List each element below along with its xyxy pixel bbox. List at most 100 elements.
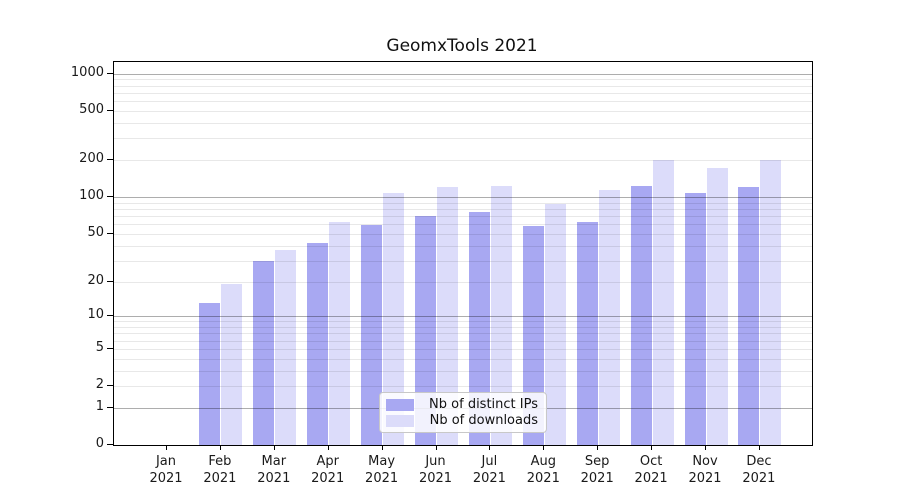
gridline-minor xyxy=(114,101,812,103)
bar-downloads-feb xyxy=(221,284,243,446)
x-tick-label-may: May 2021 xyxy=(350,453,414,487)
x-tick-mark xyxy=(166,445,167,451)
bar-distinct-ips-jul xyxy=(468,212,490,446)
bar-distinct-ips-dec xyxy=(738,187,760,446)
gridline-major xyxy=(114,73,812,75)
bar-distinct-ips-feb xyxy=(199,303,221,446)
bar-downloads-apr xyxy=(329,222,351,446)
bar-distinct-ips-sep xyxy=(576,221,598,446)
x-tick-month: Mar xyxy=(261,454,287,470)
x-tick-mark xyxy=(219,445,221,451)
y-tick-label-2: 2 xyxy=(95,377,104,393)
x-tick-month: Jul xyxy=(481,454,498,470)
bar-downloads-sep xyxy=(598,189,620,446)
plot-area xyxy=(113,61,813,446)
bar-downloads-nov xyxy=(706,167,728,446)
y-tick-label-200: 200 xyxy=(79,150,104,166)
bar-downloads-oct xyxy=(652,159,674,446)
x-tick-year: 2021 xyxy=(634,471,668,487)
bar-distinct-ips-may xyxy=(361,225,383,446)
x-tick-mark xyxy=(489,445,491,451)
y-tick-label-0: 0 xyxy=(95,436,104,452)
legend-swatch-downloads xyxy=(386,415,414,427)
gridline-minor xyxy=(114,122,812,124)
x-tick-month: Dec xyxy=(746,454,772,470)
x-tick-year: 2021 xyxy=(742,471,776,487)
bar-distinct-ips-aug xyxy=(522,225,544,446)
x-tick-label-oct: Oct 2021 xyxy=(619,453,683,487)
x-tick-label-dec: Dec 2021 xyxy=(727,453,791,487)
chart-title: GeomxTools 2021 xyxy=(386,36,538,56)
x-tick-label-jun: Jun 2021 xyxy=(404,453,468,487)
x-tick-month: Sep xyxy=(584,454,610,470)
y-tick-mark xyxy=(107,72,113,74)
gridline-minor xyxy=(114,110,812,112)
x-tick-mark xyxy=(435,445,437,451)
y-tick-label-20: 20 xyxy=(87,272,104,288)
legend: Nb of distinct IPs Nb of downloads xyxy=(379,392,547,433)
legend-item-distinct-ips: Nb of distinct IPs xyxy=(386,397,538,413)
y-tick-mark xyxy=(107,385,113,387)
x-tick-label-jul: Jul 2021 xyxy=(457,453,521,487)
x-tick-mark xyxy=(705,445,706,451)
x-tick-label-apr: Apr 2021 xyxy=(296,453,360,487)
gridline-minor xyxy=(114,85,812,87)
y-tick-mark xyxy=(107,407,113,408)
x-tick-month: Oct xyxy=(639,454,663,470)
legend-label-downloads: Nb of downloads xyxy=(429,413,538,428)
gridline-minor xyxy=(114,92,812,94)
x-tick-mark xyxy=(327,445,329,451)
legend-label-distinct-ips: Nb of distinct IPs xyxy=(429,397,538,412)
bar-distinct-ips-oct xyxy=(630,186,652,446)
y-tick-label-100: 100 xyxy=(79,188,104,203)
x-tick-month: Jun xyxy=(425,454,446,470)
bar-downloads-may xyxy=(383,193,405,446)
x-tick-label-nov: Nov 2021 xyxy=(673,453,737,487)
y-tick-mark xyxy=(107,315,113,317)
x-tick-label-mar: Mar 2021 xyxy=(242,453,306,487)
y-tick-mark xyxy=(107,196,113,197)
x-tick-mark xyxy=(758,445,760,451)
bar-distinct-ips-jun xyxy=(415,215,436,446)
y-tick-mark xyxy=(107,280,113,282)
y-tick-label-5: 5 xyxy=(95,339,104,355)
x-tick-label-feb: Feb 2021 xyxy=(188,453,252,487)
x-tick-month: Nov xyxy=(692,454,718,470)
x-tick-label-sep: Sep 2021 xyxy=(565,453,629,487)
x-tick-year: 2021 xyxy=(580,471,614,487)
x-tick-mark xyxy=(273,445,275,451)
y-tick-mark xyxy=(107,444,113,446)
bar-downloads-jul xyxy=(490,185,512,446)
y-tick-label-500: 500 xyxy=(79,101,104,117)
y-tick-mark xyxy=(107,347,113,349)
x-tick-year: 2021 xyxy=(257,471,291,487)
bar-downloads-aug xyxy=(544,203,566,446)
bar-downloads-jun xyxy=(437,186,458,446)
x-tick-year: 2021 xyxy=(526,471,560,487)
x-tick-mark xyxy=(381,445,383,451)
x-tick-label-jan: Jan 2021 xyxy=(134,453,198,487)
y-tick-mark xyxy=(107,109,113,111)
x-tick-month: Apr xyxy=(316,454,339,470)
bar-downloads-mar xyxy=(275,249,297,446)
gridline-minor xyxy=(114,159,812,161)
x-tick-month: May xyxy=(368,454,396,470)
x-tick-year: 2021 xyxy=(418,471,453,487)
x-tick-mark xyxy=(543,445,545,451)
bar-downloads-dec xyxy=(760,160,782,446)
x-tick-year: 2021 xyxy=(311,471,345,487)
x-tick-year: 2021 xyxy=(472,471,506,487)
x-tick-month: Aug xyxy=(530,454,556,470)
gridline-minor xyxy=(114,138,812,140)
bar-distinct-ips-nov xyxy=(684,193,706,446)
gridline-minor xyxy=(114,79,812,81)
y-tick-label-1: 1 xyxy=(95,399,104,414)
x-tick-label-aug: Aug 2021 xyxy=(511,453,575,487)
y-tick-label-50: 50 xyxy=(87,224,104,240)
x-tick-month: Feb xyxy=(208,454,232,470)
y-tick-mark xyxy=(107,232,113,234)
legend-item-downloads: Nb of downloads xyxy=(386,413,538,429)
legend-swatch-distinct-ips xyxy=(386,399,414,411)
bar-distinct-ips-mar xyxy=(253,260,275,446)
bar-distinct-ips-apr xyxy=(307,242,329,446)
